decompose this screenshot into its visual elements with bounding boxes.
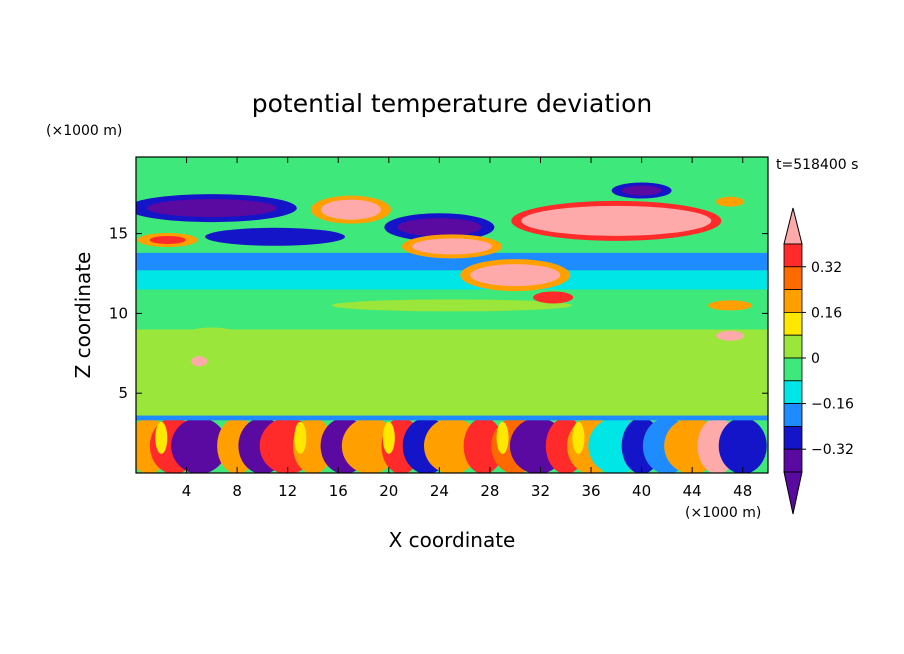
colorbar-band [783,289,803,313]
field-blob [496,421,509,454]
y-tick-label: 15 [109,225,128,243]
plot-frame [135,156,769,474]
x-tick-label: 48 [733,482,752,500]
field-blob [424,417,480,473]
colorbar-under-arrow [783,471,803,515]
colorbar-band [783,334,803,359]
colorbar: 0.32 0.16 0 −0.16 −0.32 [783,207,854,515]
field-blob [374,359,455,396]
x-tick-label: 44 [683,482,702,500]
contour-field [136,157,768,473]
field-blob [572,421,585,454]
field-blob [708,300,753,311]
field-band [136,415,768,421]
x-axis-ticks: 4 8 12 16 20 24 28 32 36 40 44 48 [182,157,752,500]
field-blob [294,421,307,454]
x-tick-label: 32 [531,482,550,500]
x-axis-title: X coordinate [389,528,516,552]
y-tick-label: 10 [109,304,128,322]
y-unit-label: (×1000 m) [46,123,122,139]
colorbar-tick-label: 0.16 [811,305,842,321]
colorbar-over-arrow [783,207,803,245]
colorbar-band [783,448,803,473]
chart-title: potential temperature deviation [252,89,652,118]
x-tick-label: 16 [329,482,348,500]
field-blob [171,417,228,473]
colorbar-band [783,243,803,268]
colorbar-band [783,266,803,290]
field-band [136,270,768,290]
field-blob [171,327,252,364]
field-blob [205,227,346,246]
x-tick-label: 36 [581,482,600,500]
field-blob [155,421,168,454]
field-blob [412,238,492,255]
colorbar-tick-label: 0 [811,351,820,367]
x-tick-label: 24 [430,482,449,500]
field-blob [470,264,561,287]
colorbar-tick-label: −0.32 [811,442,854,458]
field-blob [149,235,186,244]
field-blob [521,205,712,236]
field-blob [272,343,353,380]
x-tick-label: 8 [232,482,242,500]
field-blob [332,299,572,312]
field-band [136,157,768,194]
colorbar-band [783,357,803,382]
field-blob [677,343,758,380]
field-blob [191,356,208,367]
field-blob [463,417,504,473]
colorbar-tick-label: 0.32 [811,260,842,276]
colorbar-tick-label: −0.16 [811,397,854,413]
time-label: t=518400 s [776,157,858,173]
field-blob [146,199,277,218]
x-tick-label: 20 [379,482,398,500]
colorbar-band [783,380,803,404]
colorbar-band [783,311,803,336]
x-tick-label: 12 [278,482,297,500]
field-blob [576,351,657,388]
field-blob [320,199,381,220]
colorbar-band [783,403,803,427]
field-blob [621,185,662,196]
y-axis-ticks: 5 10 15 [109,225,768,402]
x-tick-label: 4 [182,482,192,500]
x-tick-label: 28 [480,482,499,500]
x-unit-label: (×1000 m) [685,505,761,521]
y-axis-title: Z coordinate [71,252,95,379]
x-tick-label: 40 [632,482,651,500]
y-tick-label: 5 [118,384,128,402]
field-blob [475,343,556,380]
field-band [136,252,768,271]
field-blob [382,421,395,454]
colorbar-band [783,425,803,450]
field-blob [533,291,574,304]
field-blob [716,330,745,341]
field-blob [397,218,482,237]
field-blob [718,417,767,473]
field-blob [716,196,745,207]
